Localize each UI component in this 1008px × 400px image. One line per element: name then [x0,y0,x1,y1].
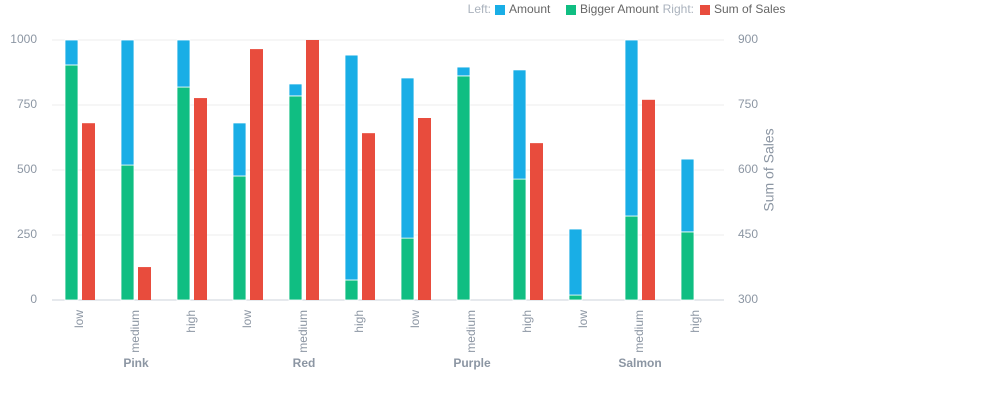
bar-segment [64,39,79,66]
bar [250,49,263,300]
bar-segment [288,95,303,301]
x-tick-label: low [72,310,86,328]
bar-segment [176,39,191,88]
bar-segment [512,178,527,301]
x-tick-label: low [240,310,254,328]
bar [530,143,543,300]
bar-segment [288,83,303,97]
y2-tick-label: 450 [738,227,758,241]
bar-segment [344,54,359,281]
y2-tick-label: 600 [738,162,758,176]
legend-label: Bigger Amount [580,2,659,16]
y2-axis-label: Sum of Sales [761,128,777,211]
bar-segment [512,69,527,180]
bar-segment [680,158,695,233]
bar [362,133,375,300]
legend-label: Amount [509,2,551,16]
x-tick-label: high [688,310,702,333]
legend-swatch [566,5,576,15]
y-tick-label: 750 [17,97,37,111]
bar-segment [232,122,247,177]
x-tick-label: high [520,310,534,333]
bar-segment [568,228,583,296]
x-tick-label: low [576,310,590,328]
legend-swatch [700,5,710,15]
y2-tick-label: 750 [738,97,758,111]
bar [418,118,431,300]
bar [642,99,655,300]
legend-left-label: Left: [468,2,491,16]
group-label: Pink [123,356,149,370]
legend-swatch [495,5,505,15]
x-tick-label: low [408,310,422,328]
x-tick-label: medium [632,310,646,353]
bar-segment [568,294,583,301]
bar-segment [400,77,415,239]
bar [82,123,95,300]
bar [306,40,319,300]
x-tick-label: medium [296,310,310,353]
bar-segment [400,237,415,301]
bar-segment [456,75,471,301]
bar-segment [64,64,79,301]
group-label: Red [293,356,316,370]
bar [138,267,151,300]
y2-tick-label: 300 [738,292,758,306]
bar-segment [120,39,135,166]
bar-segment [344,279,359,301]
legend-right-label: Right: [663,2,694,16]
y-tick-label: 500 [17,162,37,176]
bar-segment [176,86,191,301]
bar-segment [120,164,135,301]
bar-segment [456,66,471,77]
y-tick-label: 0 [30,292,37,306]
x-tick-label: high [352,310,366,333]
group-label: Purple [453,356,491,370]
group-label: Salmon [618,356,661,370]
bar-segment [232,175,247,301]
bar [194,98,207,300]
y-tick-label: 250 [17,227,37,241]
y2-tick-label: 900 [738,32,758,46]
bar-segment [680,231,695,301]
x-tick-label: medium [464,310,478,353]
y-tick-label: 1000 [10,32,37,46]
legend-label: Sum of Sales [714,2,785,16]
bar-segment [624,215,639,301]
bar-segment [624,39,639,217]
x-tick-label: high [184,310,198,333]
x-tick-label: medium [128,310,142,353]
